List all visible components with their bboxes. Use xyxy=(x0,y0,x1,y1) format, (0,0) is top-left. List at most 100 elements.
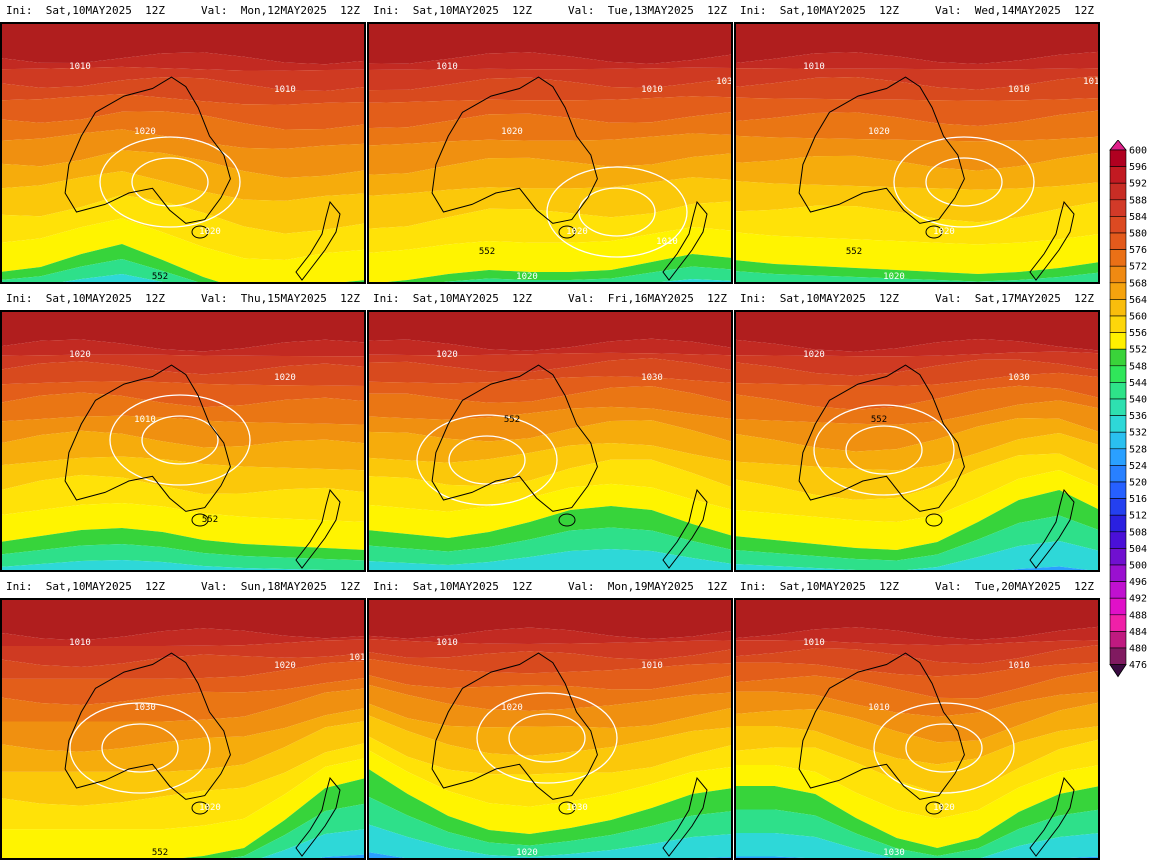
svg-text:1030: 1030 xyxy=(134,703,156,713)
colorbar-tick-label: 536 xyxy=(1129,411,1147,422)
svg-text:1020: 1020 xyxy=(274,661,296,671)
height-band xyxy=(734,339,1100,357)
forecast-panel: Ini: Sat,10MAY2025 12Z Val: Sat,17MAY2025… xyxy=(734,288,1100,576)
contour-label: 1020 xyxy=(199,227,221,237)
high-pressure-isobar xyxy=(109,394,251,486)
colorbar-swatch xyxy=(1109,514,1127,533)
svg-text:1010: 1010 xyxy=(1083,77,1100,87)
colorbar-swatch xyxy=(1109,531,1127,549)
svg-text:1020: 1020 xyxy=(516,272,538,282)
map-plot: 1020 1020 1010 552 xyxy=(0,310,366,572)
australia-coastline xyxy=(64,76,231,224)
height-band xyxy=(367,406,733,442)
panel-header: Ini: Sat,10MAY2025 12Z Val: Tue,20MAY2025… xyxy=(734,576,1100,598)
svg-text:552: 552 xyxy=(479,247,495,257)
svg-text:552: 552 xyxy=(871,415,887,425)
new-zealand-coastline xyxy=(295,200,341,281)
forecast-panel: Ini: Sat,10MAY2025 12Z Val: Tue,20MAY2025… xyxy=(734,576,1100,864)
australia-coastline xyxy=(431,364,598,512)
forecast-panel: Ini: Sat,10MAY2025 12Z Val: Sun,18MAY2025… xyxy=(0,576,366,864)
colorbar-swatch xyxy=(1109,647,1127,665)
svg-text:1010: 1010 xyxy=(656,237,678,247)
height-band xyxy=(367,420,733,463)
panel-header: Ini: Sat,10MAY2025 12Z Val: Mon,12MAY2025… xyxy=(0,0,366,22)
forecast-panel: Ini: Sat,10MAY2025 12Z Val: Tue,13MAY2025… xyxy=(367,0,733,288)
height-band xyxy=(734,662,1100,699)
contour-label: 1020 xyxy=(566,227,588,237)
colorbar-tick-label: 524 xyxy=(1129,461,1147,472)
height-band xyxy=(0,150,366,201)
init-time-label: Ini: Sat,10MAY2025 12Z xyxy=(373,292,532,305)
height-band xyxy=(0,708,366,772)
height-band xyxy=(734,385,1100,425)
height-band xyxy=(0,688,366,752)
colorbar-top-arrow xyxy=(1109,140,1127,151)
map-frame xyxy=(734,598,1100,860)
svg-text:1030: 1030 xyxy=(883,848,905,858)
height-band xyxy=(367,483,733,538)
colorbar-tick-label: 520 xyxy=(1129,478,1147,489)
height-band xyxy=(734,372,1100,410)
map-frame xyxy=(0,22,366,284)
high-pressure-isobar xyxy=(448,435,526,485)
contour-label: 1030 xyxy=(1008,373,1030,383)
contour-label: 1020 xyxy=(501,127,523,137)
tasmania-coastline xyxy=(558,801,576,815)
height-band xyxy=(0,677,366,722)
height-band xyxy=(0,660,366,705)
map-plot: 1010 1010 1010 1020 1030 xyxy=(734,598,1100,860)
valid-time-label: Val: Mon,19MAY2025 12Z xyxy=(568,580,727,593)
colorbar-swatch xyxy=(1109,431,1127,450)
height-band xyxy=(734,152,1100,190)
high-pressure-isobar xyxy=(813,404,955,496)
contour-label: 1030 xyxy=(566,803,588,813)
height-band xyxy=(367,598,733,639)
contour-label: 1020 xyxy=(868,127,890,137)
height-band xyxy=(734,515,1100,571)
valid-time-label: Val: Tue,20MAY2025 12Z xyxy=(935,580,1094,593)
colorbar-tick-label: 552 xyxy=(1129,345,1147,356)
height-band xyxy=(0,528,366,561)
height-band xyxy=(367,22,733,64)
svg-text:1020: 1020 xyxy=(566,227,588,237)
colorbar-swatch xyxy=(1109,265,1127,284)
australia-coastline xyxy=(798,652,965,800)
height-band xyxy=(734,765,1100,848)
height-band xyxy=(734,201,1100,245)
valid-time-label: Val: Fri,16MAY2025 12Z xyxy=(568,292,727,305)
svg-text:1020: 1020 xyxy=(516,848,538,858)
svg-text:1020: 1020 xyxy=(69,350,91,360)
contour-label: 1010 xyxy=(641,661,663,671)
colorbar-swatch xyxy=(1109,481,1127,499)
map-plot: 1010 1010 1020 1020 1020 1030 552 1010 xyxy=(367,22,733,284)
svg-text:1020: 1020 xyxy=(199,803,221,813)
height-band xyxy=(367,506,733,552)
colorbar-tick-label: 508 xyxy=(1129,527,1147,538)
height-band xyxy=(367,201,733,254)
height-band xyxy=(0,171,366,234)
init-time-label: Ini: Sat,10MAY2025 12Z xyxy=(6,292,165,305)
colorbar-tick-label: 480 xyxy=(1129,644,1147,655)
height-band xyxy=(0,430,366,471)
height-band xyxy=(367,735,733,807)
height-band xyxy=(425,266,733,284)
init-time-label: Ini: Sat,10MAY2025 12Z xyxy=(6,4,165,17)
tasmania-coastline xyxy=(558,225,576,239)
contour-label: 1010 xyxy=(274,85,296,95)
height-band xyxy=(734,470,1100,550)
height-band xyxy=(0,758,366,860)
height-band xyxy=(734,833,1100,860)
height-band xyxy=(0,415,366,448)
svg-text:1010: 1010 xyxy=(349,653,366,663)
new-zealand-coastline xyxy=(1029,488,1075,569)
height-band xyxy=(216,803,366,860)
contour-label: 1010 xyxy=(1008,661,1030,671)
init-time-label: Ini: Sat,10MAY2025 12Z xyxy=(373,4,532,17)
svg-text:1030: 1030 xyxy=(1008,373,1030,383)
contour-label: 552 xyxy=(846,247,862,257)
australia-coastline xyxy=(64,652,231,800)
height-band xyxy=(367,67,733,91)
contour-label: 1020 xyxy=(274,661,296,671)
colorbar-tick-label: 476 xyxy=(1129,660,1147,671)
panel-header: Ini: Sat,10MAY2025 12Z Val: Mon,19MAY2025… xyxy=(367,576,733,598)
